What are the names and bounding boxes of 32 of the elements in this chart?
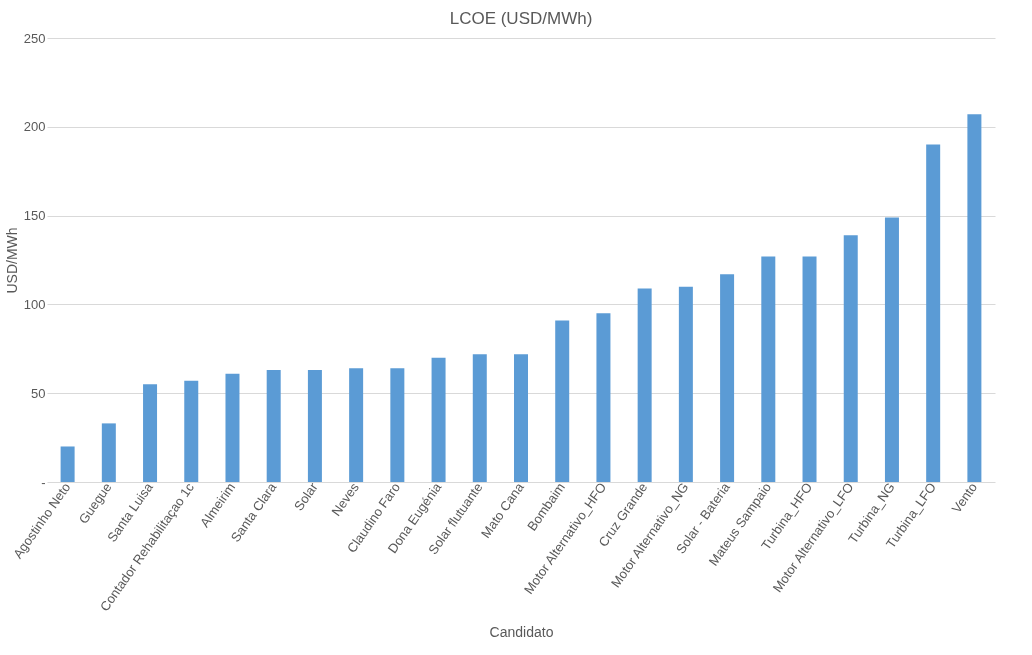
- bar: [472, 354, 487, 482]
- bar: [678, 286, 693, 482]
- x-axis-title: Candidato: [489, 624, 554, 641]
- bar: [720, 274, 735, 482]
- chart-title: LCOE (USD/MWh): [449, 9, 593, 28]
- bar: [143, 384, 158, 482]
- bar: [802, 256, 817, 482]
- y-tick-label: -: [41, 474, 46, 490]
- bar: [967, 114, 982, 482]
- bar: [884, 217, 899, 482]
- bar: [555, 320, 570, 482]
- bar: [184, 380, 199, 482]
- y-tick-label: 50: [31, 385, 46, 401]
- bar: [307, 370, 322, 482]
- bar: [225, 373, 240, 482]
- y-tick-label: 100: [23, 296, 46, 312]
- bar: [101, 423, 116, 482]
- y-tick-label: 250: [23, 30, 46, 46]
- bar: [761, 256, 776, 482]
- y-axis-title: USD/MWh: [3, 227, 20, 294]
- bar: [843, 235, 858, 482]
- bar: [926, 144, 941, 482]
- bar: [514, 354, 528, 482]
- bar: [349, 368, 364, 482]
- bar: [60, 446, 75, 482]
- bar: [431, 357, 446, 482]
- y-tick-label: 150: [23, 208, 46, 224]
- bar: [637, 288, 652, 482]
- bar: [266, 370, 281, 482]
- bar: [390, 368, 405, 482]
- bar: [596, 313, 611, 482]
- y-tick-label: 200: [23, 119, 46, 135]
